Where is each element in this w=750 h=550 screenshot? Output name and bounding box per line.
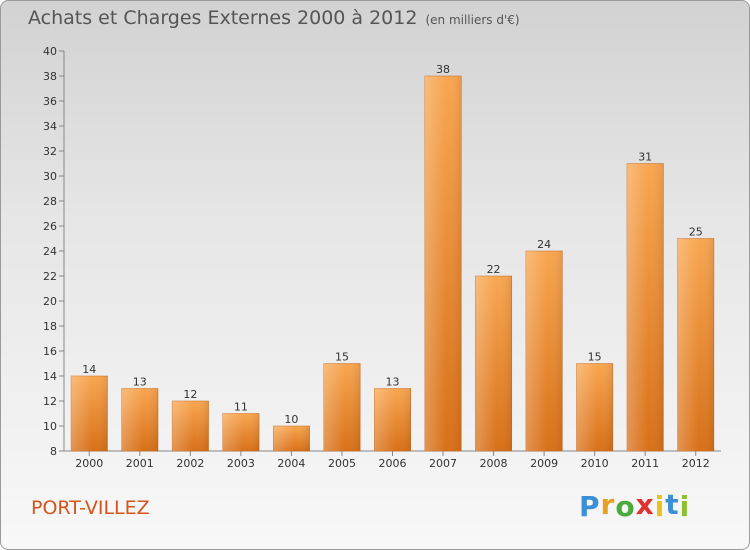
data-label: 38 (436, 63, 450, 76)
x-tick-label: 2008 (480, 457, 508, 470)
bar-shine (121, 388, 159, 451)
y-axis: 8 10 12 14 16 18 20 22 24 26 28 30 32 34 36 38 40 (43, 45, 65, 458)
bar-2002 (171, 400, 209, 452)
logo-letter: t (665, 488, 680, 521)
x-tick-label: 2004 (277, 457, 305, 470)
chart-title-text: Achats et Charges Externes 2000 à 2012 (28, 7, 418, 29)
y-tick-label: 18 (43, 320, 57, 333)
data-label: 15 (335, 351, 349, 364)
x-tick-label: 2005 (328, 457, 356, 470)
bar-shine (323, 363, 361, 451)
proxiti-logo[interactable]: Proxiti (579, 488, 691, 523)
x-tick-label: 2009 (530, 457, 558, 470)
y-tick-label: 40 (43, 45, 57, 58)
data-label: 15 (588, 351, 602, 364)
data-label: 12 (183, 388, 197, 401)
x-tick-label: 2010 (581, 457, 609, 470)
bar-shine (71, 376, 108, 451)
y-tick-label: 20 (43, 295, 57, 308)
x-axis: 2000 2001 2002 2003 2004 2005 2006 2007 2008 2009… (64, 450, 721, 470)
logo-letter: r (600, 488, 616, 521)
x-tick-label: 2007 (429, 457, 457, 470)
bar-2011 (626, 163, 664, 452)
y-tick-label: 10 (43, 420, 57, 433)
bar-2001 (121, 388, 159, 452)
bar-2003 (222, 413, 260, 452)
bar-shine (576, 363, 613, 451)
x-tick-label: 2000 (75, 457, 103, 470)
data-label: 11 (234, 401, 248, 414)
logo-letter: P (579, 490, 601, 523)
y-tick-label: 34 (43, 120, 57, 133)
logo-letter: o (615, 490, 636, 523)
data-label: 25 (689, 226, 703, 239)
bar-2007 (424, 75, 462, 452)
bar-shine (424, 76, 462, 451)
y-tick-label: 8 (50, 445, 57, 458)
bars (70, 75, 715, 452)
logo-letter: i (679, 490, 691, 523)
data-labels: 14 13 12 11 10 15 13 38 22 24 15 31 25 (82, 63, 702, 426)
bar-shine (374, 388, 411, 451)
x-tick-label: 2011 (631, 457, 659, 470)
data-label: 13 (133, 376, 147, 389)
y-tick-label: 28 (43, 195, 57, 208)
data-label: 22 (487, 263, 501, 276)
bar-2010 (576, 363, 614, 452)
x-tick-label: 2012 (682, 457, 710, 470)
bar-shine (172, 401, 209, 451)
x-tick-label: 2006 (379, 457, 407, 470)
x-tick-label: 2003 (227, 457, 255, 470)
y-tick-label: 36 (43, 95, 57, 108)
bar-2000 (70, 375, 108, 452)
y-tick-label: 24 (43, 245, 57, 258)
logo-letter: i (654, 490, 666, 523)
data-label: 24 (537, 238, 551, 251)
chart-title: Achats et Charges Externes 2000 à 2012 (e… (28, 7, 520, 29)
y-tick-label: 38 (43, 70, 57, 83)
bar-2009 (525, 250, 563, 452)
x-tick-label: 2001 (126, 457, 154, 470)
x-tick-label: 2002 (176, 457, 204, 470)
data-label: 31 (638, 151, 652, 164)
chart-unit: (en milliers d'€) (425, 13, 520, 27)
y-tick-label: 12 (43, 395, 57, 408)
data-label: 10 (284, 413, 298, 426)
bar-2004 (272, 425, 310, 452)
y-tick-label: 22 (43, 270, 57, 283)
bar-shine (525, 251, 563, 451)
bar-shine (222, 413, 260, 451)
y-tick-label: 16 (43, 345, 57, 358)
y-tick-label: 30 (43, 170, 57, 183)
bar-2006 (374, 388, 411, 452)
bar-2012 (677, 238, 715, 452)
y-tick-label: 26 (43, 220, 57, 233)
bar-shine (677, 238, 714, 451)
y-tick-label: 32 (43, 145, 57, 158)
logo-letter: x (635, 488, 655, 521)
data-label: 13 (386, 376, 400, 389)
bar-shine (475, 276, 512, 451)
data-label: 14 (82, 363, 96, 376)
commune-name: PORT-VILLEZ (31, 497, 150, 519)
bar-2005 (323, 363, 361, 452)
y-tick-label: 14 (43, 370, 57, 383)
bar-shine (626, 163, 664, 451)
bar-shine (273, 426, 310, 451)
bar-2008 (475, 275, 513, 452)
